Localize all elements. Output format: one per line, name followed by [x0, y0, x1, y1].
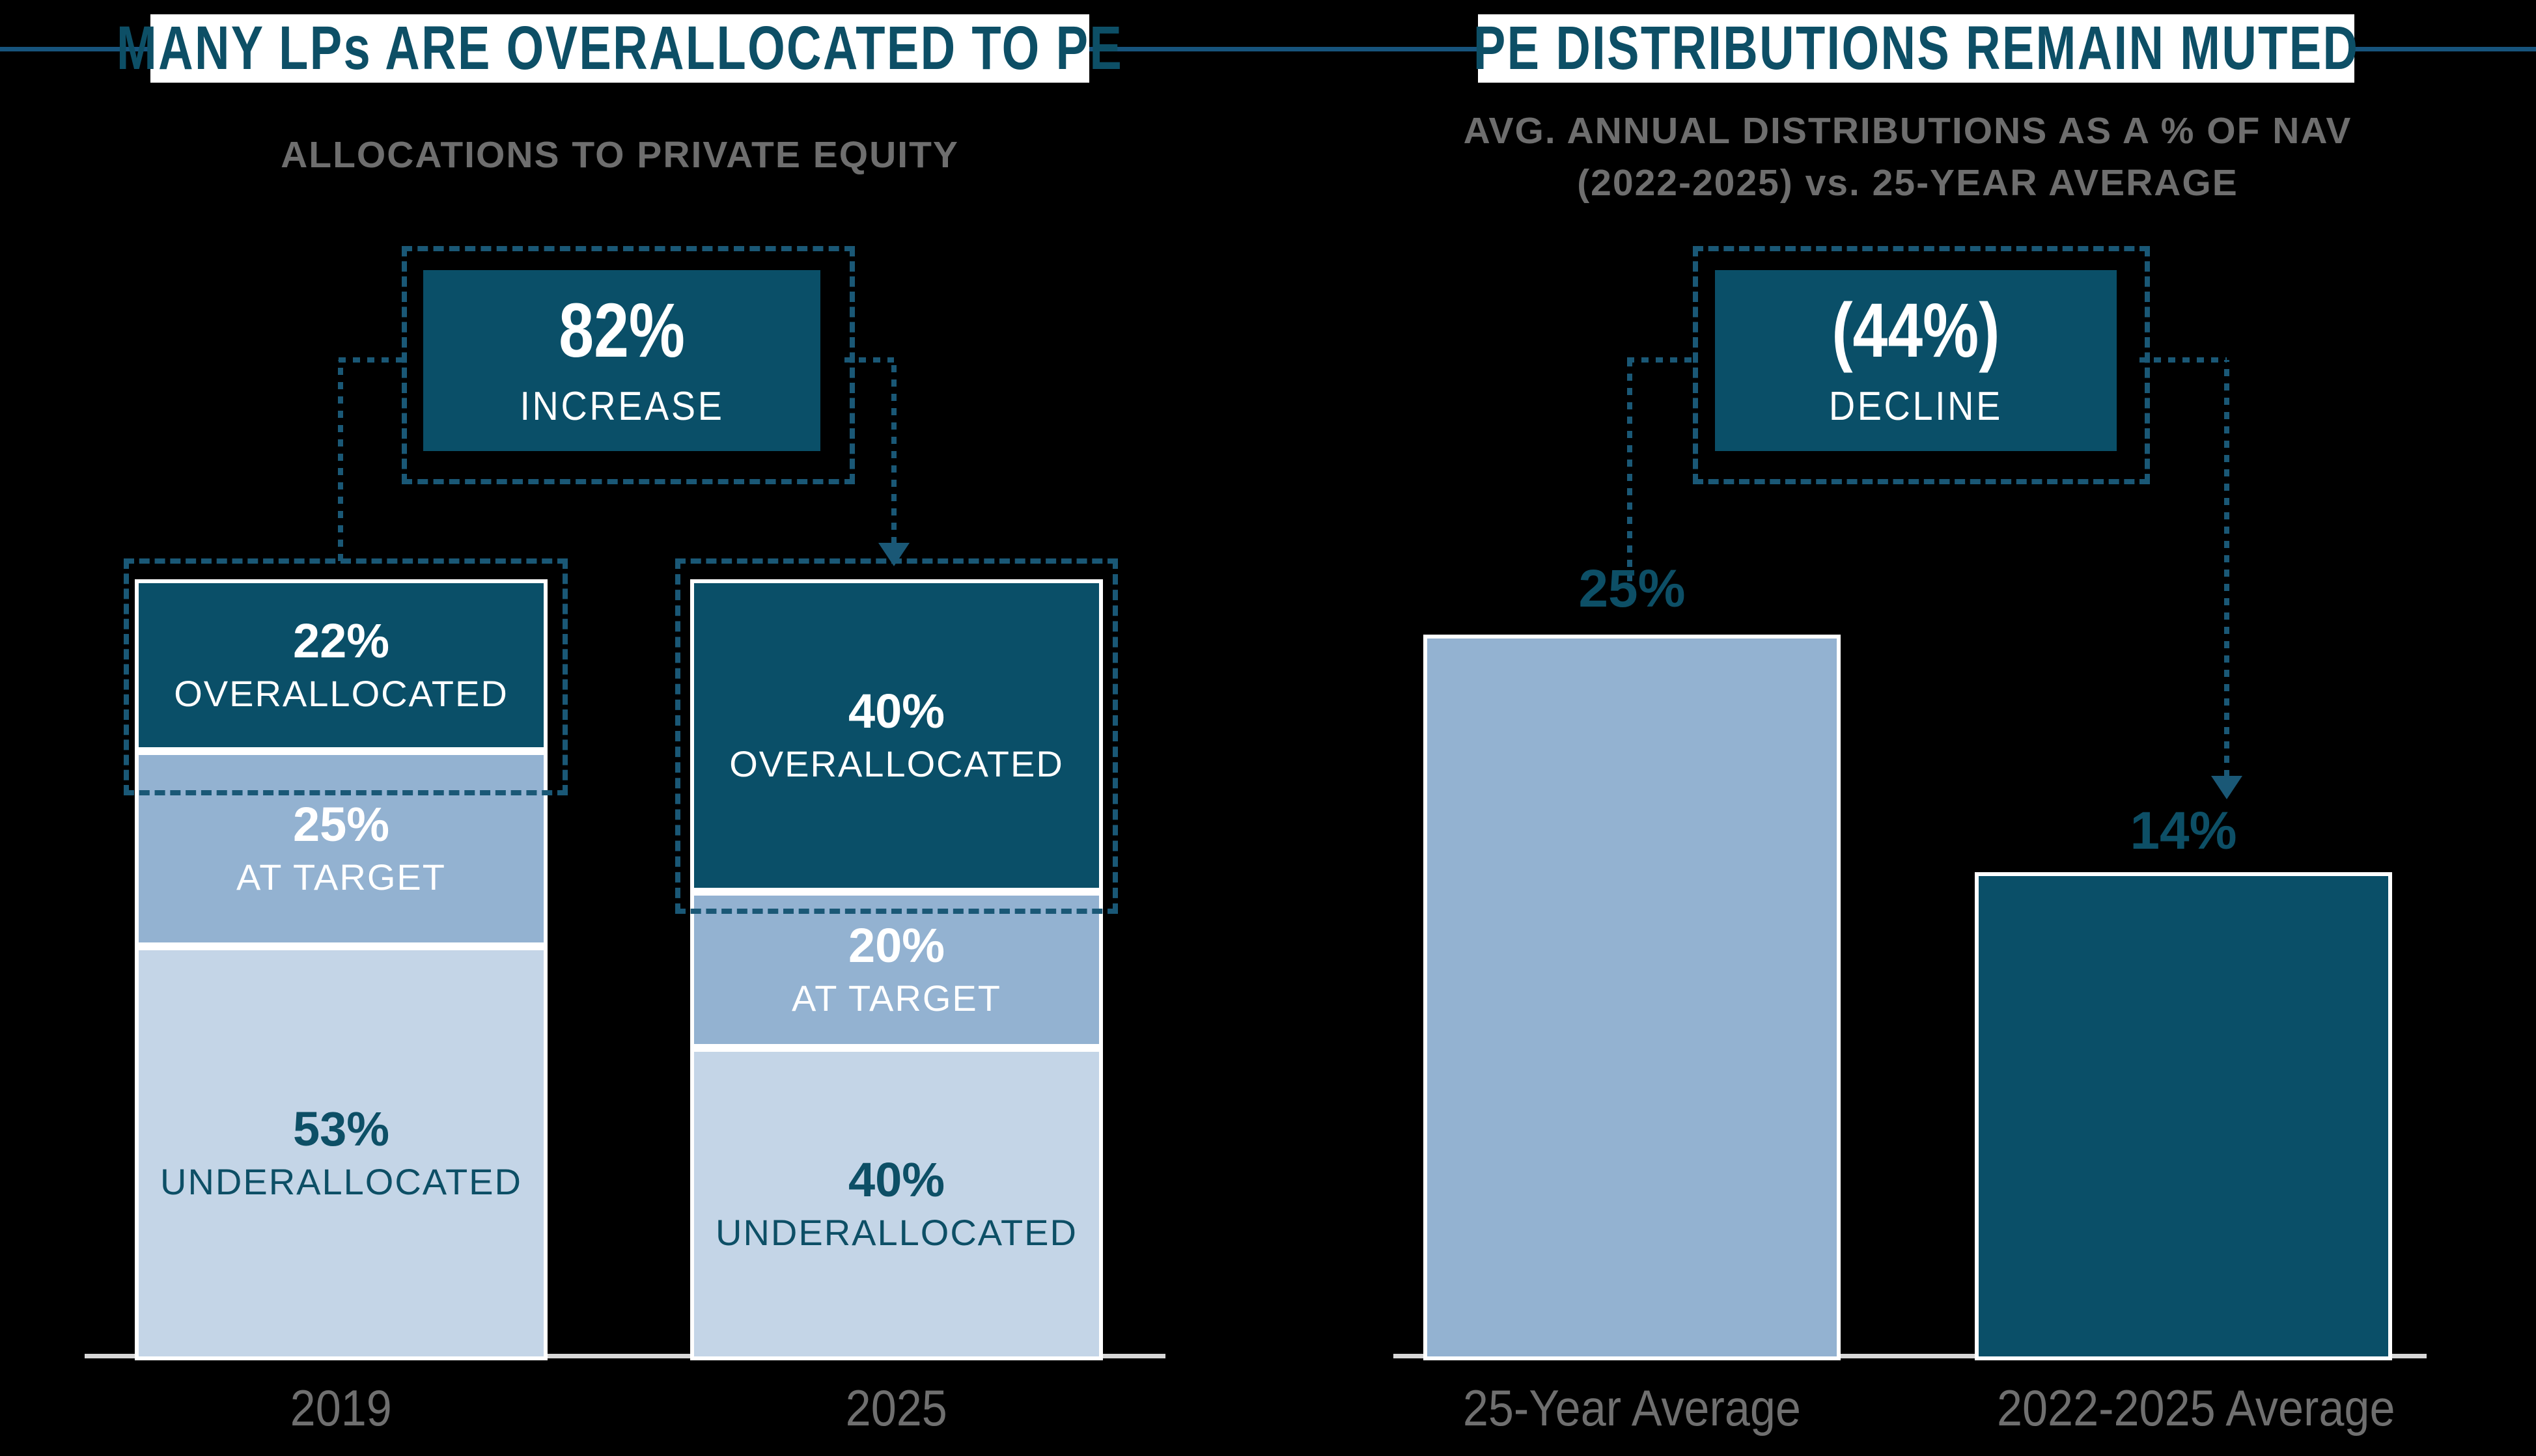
increase-callout-label: INCREASE: [519, 383, 725, 429]
connector-increase-to-2025: [844, 357, 894, 363]
bar-segment-at-target: 25% AT TARGET: [135, 751, 548, 946]
connector-increase-to-2019-vertical: [338, 360, 343, 561]
connector-decline-to-2022-2025-vertical: [2224, 360, 2229, 777]
right-chart-title: PE DISTRIBUTIONS REMAIN MUTED: [1473, 14, 2360, 83]
connector-decline-to-2022-2025: [2139, 357, 2227, 363]
connector-decline-to-25yr-vertical: [1627, 360, 1632, 581]
segment-label: OVERALLOCATED: [174, 673, 509, 715]
bar-segment-overallocated: 40% OVERALLOCATED: [690, 579, 1103, 892]
header-rule-line: [0, 47, 2536, 51]
bar-value-25-year-average: 25%: [1578, 559, 1686, 618]
category-label-25-year-average-text: 25-Year Average: [1462, 1379, 1802, 1436]
stacked-bar-2019: 22% OVERALLOCATED 25% AT TARGET 53% UNDERALLO…: [135, 579, 548, 1360]
left-chart-title: MANY LPs ARE OVERALLOCATED TO PE: [116, 14, 1124, 83]
bar-segment-underallocated: 40% UNDERALLOCATED: [690, 1048, 1103, 1360]
connector-decline-to-25yr: [1627, 357, 1693, 363]
decline-callout-box: (44%) DECLINE: [1715, 270, 2117, 451]
left-chart-subtitle: ALLOCATIONS TO PRIVATE EQUITY: [281, 134, 959, 176]
connector-increase-to-2025-vertical: [891, 360, 897, 544]
bar-2022-2025-average: [1975, 872, 2392, 1360]
segment-label: OVERALLOCATED: [729, 743, 1064, 785]
left-chart-title-banner: MANY LPs ARE OVERALLOCATED TO PE: [117, 14, 1122, 83]
bar-value-2022-2025-average: 14%: [2130, 801, 2237, 860]
increase-callout-outline: [402, 246, 855, 484]
category-label-25-year-average: 25-Year Average: [1423, 1379, 1841, 1438]
decline-callout-outline: [1693, 246, 2150, 484]
bar-25-year-average: [1423, 635, 1841, 1360]
segment-label: AT TARGET: [792, 978, 1001, 1019]
segment-value: 25%: [292, 797, 390, 851]
segment-value: 20%: [848, 918, 945, 972]
overallocated-2019-highlight-outline: [124, 558, 568, 795]
bar-segment-at-target: 20% AT TARGET: [690, 892, 1103, 1048]
decline-callout-value: (44%): [1832, 287, 2000, 374]
right-chart-axis-line: [1393, 1354, 2427, 1358]
segment-label: UNDERALLOCATED: [716, 1212, 1078, 1254]
category-label-2025: 2025: [690, 1379, 1103, 1438]
left-chart-axis-line: [85, 1354, 1165, 1358]
right-chart-subtitle-line1: AVG. ANNUAL DISTRIBUTIONS AS A % OF NAV: [1463, 110, 2352, 152]
segment-value: 40%: [848, 683, 945, 738]
segment-label: UNDERALLOCATED: [160, 1161, 522, 1203]
increase-callout-value: 82%: [559, 287, 685, 374]
segment-value: 40%: [848, 1152, 945, 1207]
connector-increase-to-2019: [339, 357, 402, 363]
segment-value: 53%: [292, 1101, 390, 1156]
right-chart-subtitle-line2: (2022-2025) vs. 25-YEAR AVERAGE: [1577, 162, 2238, 204]
arrow-down-to-2022-2025-bar-icon: [2211, 776, 2242, 799]
category-label-2022-2025-average: 2022-2025 Average: [1975, 1379, 2395, 1438]
increase-callout-box: 82% INCREASE: [423, 270, 820, 451]
overallocated-2025-highlight-outline: [675, 558, 1118, 914]
bar-segment-overallocated: 22% OVERALLOCATED: [135, 579, 548, 751]
stacked-bar-2025: 40% OVERALLOCATED 20% AT TARGET 40% UNDERALLO…: [690, 579, 1103, 1360]
decline-callout-label: DECLINE: [1828, 383, 2003, 429]
category-label-2019-text: 2019: [290, 1379, 393, 1436]
category-label-2022-2025-average-text: 2022-2025 Average: [1996, 1379, 2395, 1436]
segment-label: AT TARGET: [236, 857, 446, 898]
right-chart-title-banner: PE DISTRIBUTIONS REMAIN MUTED: [1473, 14, 2358, 83]
category-label-2019: 2019: [135, 1379, 548, 1438]
category-label-2025-text: 2025: [845, 1379, 948, 1436]
bar-segment-underallocated: 53% UNDERALLOCATED: [135, 946, 548, 1360]
segment-value: 22%: [292, 613, 390, 668]
